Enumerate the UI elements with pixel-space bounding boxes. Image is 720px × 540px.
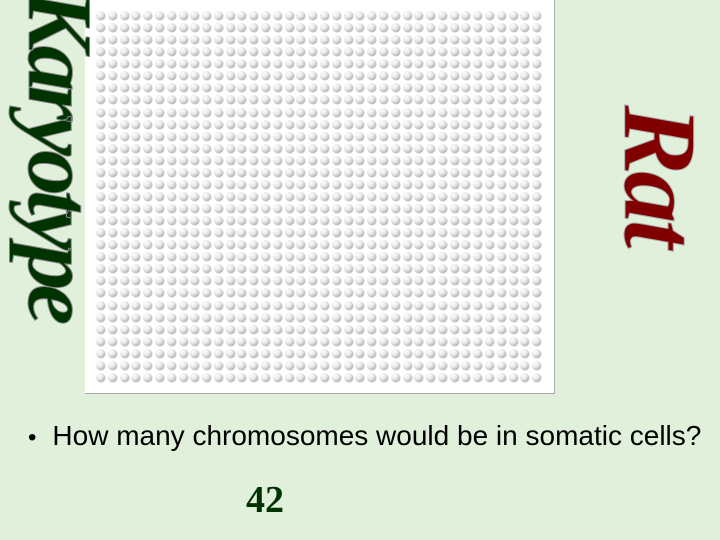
title-rat: Rat [608,105,713,245]
karyotype-image-placeholder [85,0,555,394]
title-karyotype: Karyotype [14,0,106,319]
bullet-marker: • [28,424,36,452]
slide: Karyotype Rat • How many chromosomes wou… [0,0,720,540]
answer-value: 42 [246,478,284,522]
placeholder-dot-grid [96,11,542,383]
question-text: How many chromosomes would be in somatic… [52,420,701,452]
question-row: • How many chromosomes would be in somat… [28,420,700,452]
